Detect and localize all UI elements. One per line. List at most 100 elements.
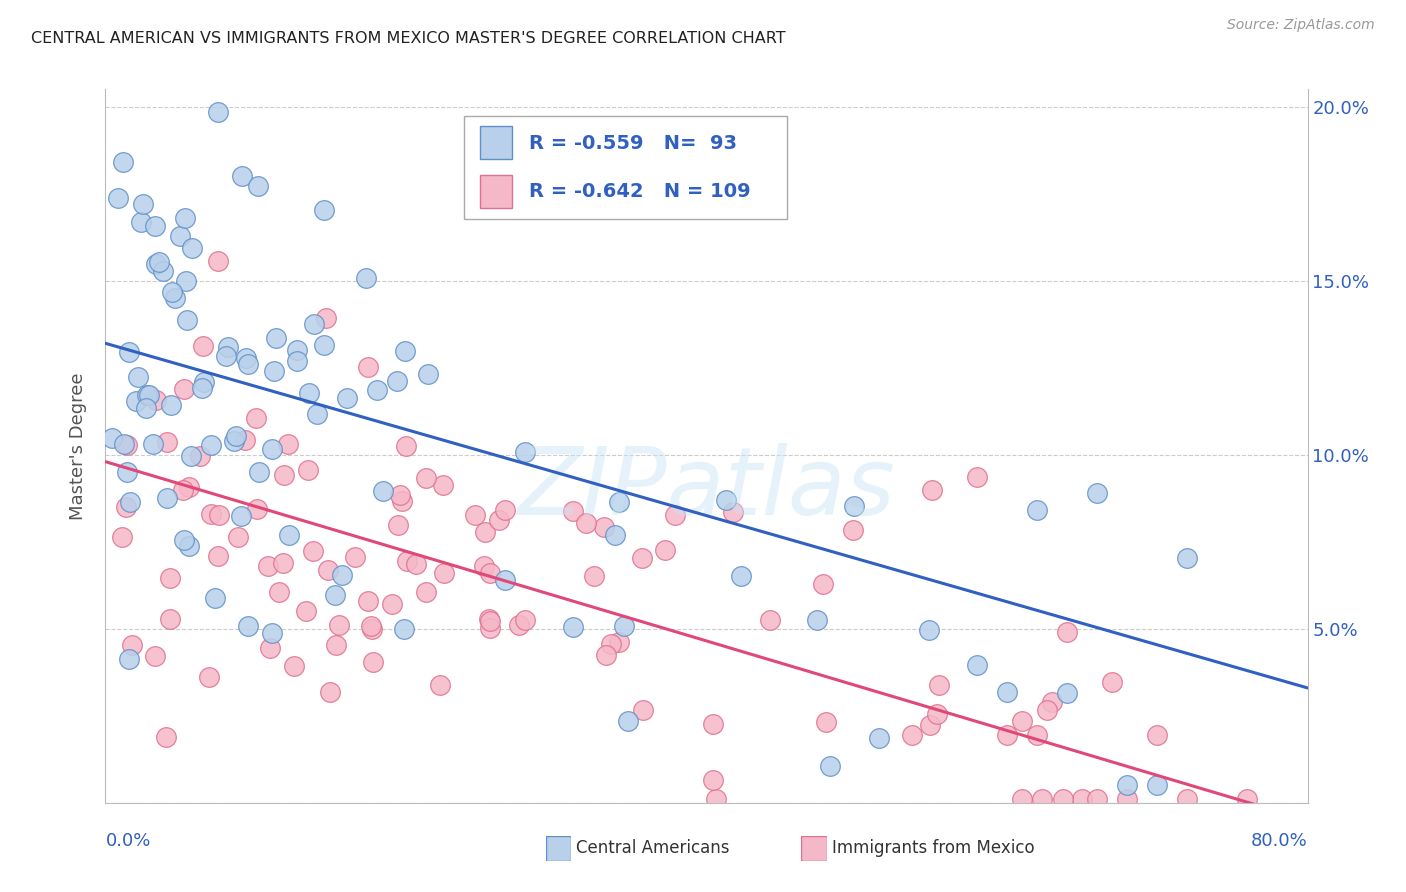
Point	[330, 567, 353, 582]
Point	[1101, 674, 1123, 689]
Point	[312, 337, 335, 351]
Point	[188, 449, 211, 463]
Point	[191, 381, 214, 395]
Point	[302, 544, 325, 558]
Point	[156, 434, 179, 449]
Point	[1031, 792, 1053, 806]
Point	[1056, 624, 1078, 639]
Point	[173, 383, 195, 397]
Bar	[481, 176, 512, 208]
Point	[264, 331, 287, 345]
Point	[111, 155, 134, 169]
Point	[294, 604, 316, 618]
Point	[391, 494, 413, 508]
Point	[191, 339, 214, 353]
Point	[583, 569, 606, 583]
Point	[319, 685, 342, 699]
Point	[394, 344, 416, 359]
Point	[995, 685, 1018, 699]
Point	[966, 657, 988, 672]
Point	[1236, 792, 1258, 806]
Point	[474, 524, 496, 539]
Point	[325, 638, 347, 652]
Point	[494, 503, 516, 517]
Point	[508, 618, 530, 632]
Point	[177, 539, 200, 553]
Point	[1011, 792, 1033, 806]
Point	[723, 505, 745, 519]
Point	[395, 554, 418, 568]
Point	[966, 470, 988, 484]
Text: R = -0.559   N=  93: R = -0.559 N= 93	[529, 134, 737, 153]
Point	[415, 471, 437, 485]
Point	[706, 792, 728, 806]
Point	[260, 442, 283, 456]
Point	[842, 499, 865, 513]
Point	[494, 573, 516, 587]
Point	[488, 513, 510, 527]
Point	[631, 551, 654, 566]
Point	[842, 523, 865, 537]
Point	[225, 429, 247, 443]
Point	[1146, 778, 1168, 792]
Point	[600, 637, 623, 651]
Text: CENTRAL AMERICAN VS IMMIGRANTS FROM MEXICO MASTER'S DEGREE CORRELATION CHART: CENTRAL AMERICAN VS IMMIGRANTS FROM MEXI…	[31, 31, 786, 46]
Point	[1085, 485, 1108, 500]
Point	[918, 718, 941, 732]
Point	[172, 483, 194, 497]
Point	[328, 617, 350, 632]
Point	[472, 558, 495, 573]
Point	[257, 559, 280, 574]
Point	[1056, 686, 1078, 700]
Point	[820, 759, 842, 773]
Point	[541, 138, 564, 153]
Point	[231, 169, 253, 183]
Bar	[481, 126, 512, 159]
Point	[200, 507, 222, 521]
Point	[132, 196, 155, 211]
Point	[222, 434, 245, 448]
Point	[112, 436, 135, 450]
Point	[120, 495, 142, 509]
Point	[702, 772, 724, 787]
Point	[238, 619, 260, 633]
Point	[921, 483, 943, 497]
Point	[145, 257, 167, 271]
Point	[561, 620, 583, 634]
Point	[177, 480, 200, 494]
Point	[1011, 714, 1033, 728]
Point	[315, 310, 337, 325]
Point	[143, 219, 166, 234]
Point	[868, 731, 890, 745]
Point	[226, 530, 249, 544]
Point	[278, 528, 301, 542]
Point	[263, 364, 285, 378]
Point	[204, 591, 226, 605]
Point	[208, 508, 231, 522]
Point	[607, 635, 630, 649]
Point	[127, 370, 149, 384]
Point	[207, 254, 229, 268]
Point	[156, 491, 179, 505]
Point	[478, 621, 501, 635]
Point	[169, 229, 191, 244]
Point	[238, 357, 260, 371]
Point	[273, 557, 295, 571]
Text: ZIPatlas: ZIPatlas	[517, 443, 896, 534]
Point	[607, 494, 630, 508]
Point	[513, 445, 536, 459]
Point	[811, 577, 834, 591]
Point	[336, 392, 359, 406]
Point	[160, 398, 183, 412]
Point	[233, 433, 256, 447]
Point	[115, 438, 138, 452]
Point	[416, 367, 439, 381]
Point	[180, 449, 202, 463]
Point	[267, 584, 290, 599]
Point	[405, 557, 427, 571]
Point	[381, 597, 404, 611]
Point	[247, 179, 270, 194]
Point	[287, 343, 309, 358]
Point	[121, 638, 143, 652]
Point	[117, 466, 139, 480]
